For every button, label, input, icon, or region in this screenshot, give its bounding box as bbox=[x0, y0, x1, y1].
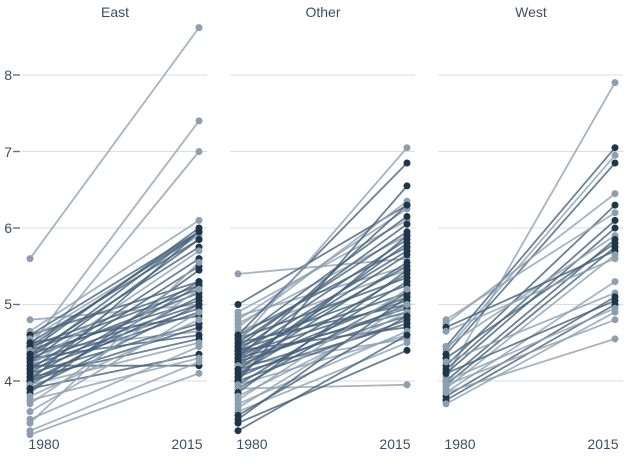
y-tick-label-5: 5 bbox=[4, 296, 12, 312]
y-tick-label-7: 7 bbox=[4, 144, 12, 160]
facet-title-other: Other bbox=[305, 4, 341, 20]
x-tick-other-2015: 2015 bbox=[379, 436, 411, 452]
y-tick-label-6: 6 bbox=[4, 220, 12, 236]
y-tick-label-4: 4 bbox=[4, 373, 12, 389]
facet-title-east: East bbox=[100, 4, 129, 20]
x-tick-other-1980: 1980 bbox=[236, 436, 268, 452]
y-tick-label-8: 8 bbox=[4, 67, 12, 83]
x-tick-west-1980: 1980 bbox=[444, 436, 476, 452]
facet-title-west: West bbox=[515, 4, 547, 20]
x-tick-east-1980: 1980 bbox=[28, 436, 60, 452]
x-tick-east-2015: 2015 bbox=[171, 436, 203, 452]
x-tick-west-2015: 2015 bbox=[587, 436, 619, 452]
